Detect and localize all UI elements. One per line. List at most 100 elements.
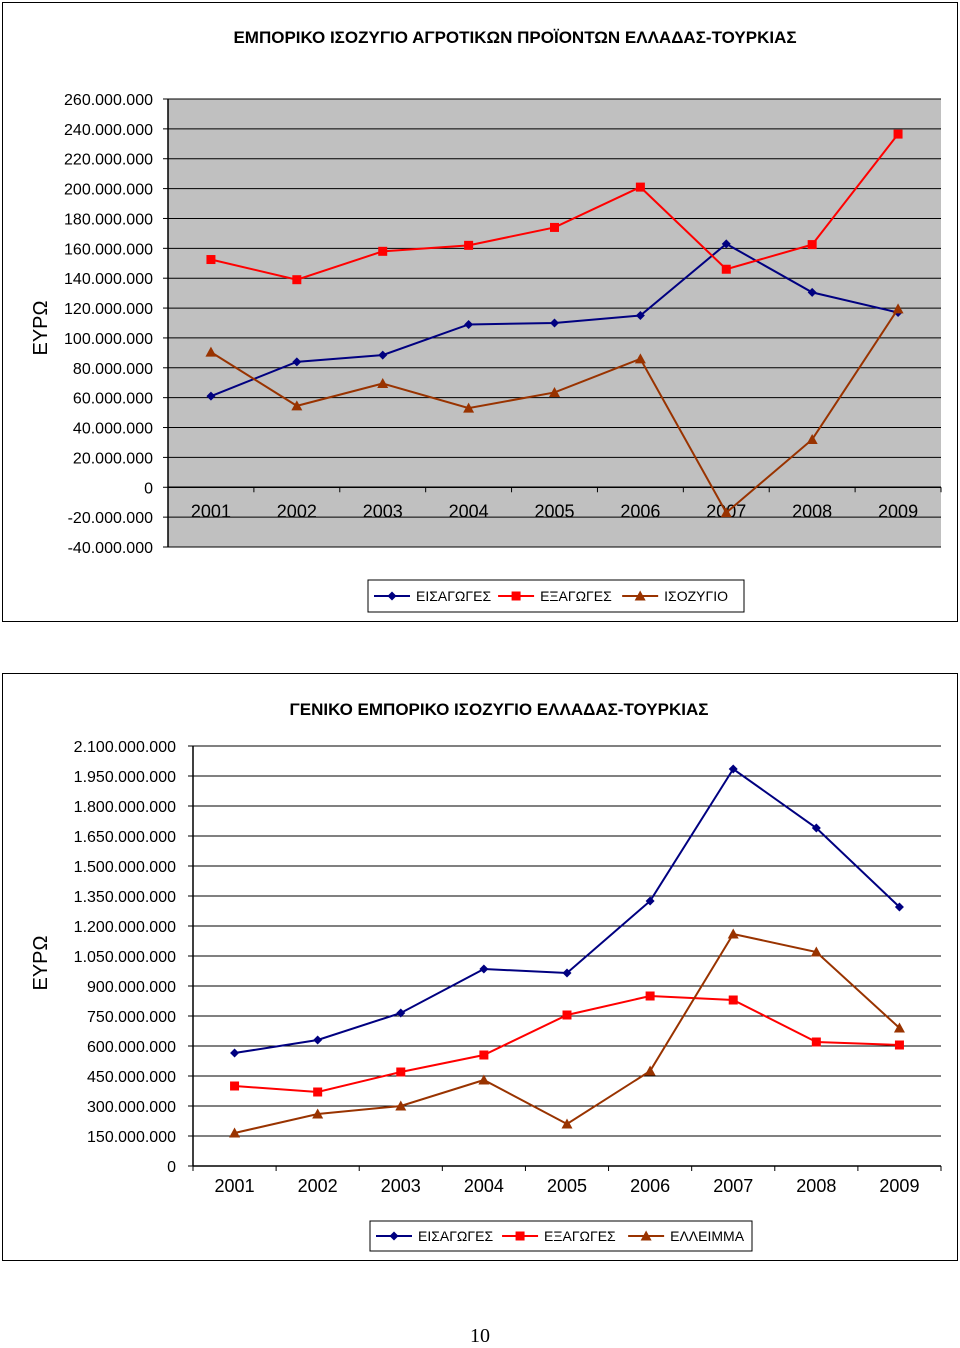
x-tick-label: 2005 <box>534 501 574 521</box>
y-tick-label: 1.950.000.000 <box>74 769 176 786</box>
chart-agricultural-trade-balance: ΕΜΠΟΡΙΚΟ ΙΣΟΖΥΓΙΟ ΑΓΡΟΤΙΚΩΝ ΠΡΟΪΟΝΤΩΝ ΕΛ… <box>2 2 958 622</box>
y-tick-label: 1.200.000.000 <box>74 919 176 936</box>
chart-agricultural-svg: ΕΜΠΟΡΙΚΟ ΙΣΟΖΥΓΙΟ ΑΓΡΟΤΙΚΩΝ ΠΡΟΪΟΝΤΩΝ ΕΛ… <box>30 28 942 613</box>
x-tick-label: 2001 <box>191 501 231 521</box>
data-point <box>807 287 817 297</box>
legend-marker <box>387 591 397 601</box>
y-tick-label: 2.100.000.000 <box>74 739 176 756</box>
data-point <box>550 222 559 232</box>
data-point <box>635 182 645 192</box>
chart-title: ΓΕΝΙΚΟ ΕΜΠΟΡΙΚΟ ΙΣΟΖΥΓΙΟ ΕΛΛΑΔΑΣ-ΤΟΥΡΚΙΑ… <box>290 700 709 719</box>
data-point <box>378 350 388 360</box>
data-point <box>205 346 217 357</box>
data-point <box>811 823 821 833</box>
y-axis-label: ΕΥΡΩ <box>30 935 52 990</box>
data-point <box>479 1050 489 1060</box>
y-tick-label: 140.000.000 <box>64 271 153 288</box>
data-point <box>396 1008 406 1018</box>
data-point <box>464 240 474 250</box>
data-point <box>463 402 475 413</box>
data-point <box>894 902 904 912</box>
legend-label: ΕΞΑΓΩΓΕΣ <box>540 588 612 604</box>
data-point <box>894 1040 904 1050</box>
y-tick-label: 60.000.000 <box>73 391 153 408</box>
y-tick-label: 0 <box>167 1159 176 1176</box>
y-tick-label: 180.000.000 <box>64 211 153 228</box>
x-tick-label: 2005 <box>547 1176 587 1196</box>
y-tick-label: 450.000.000 <box>87 1069 176 1086</box>
legend-label: ΕΙΣΑΓΩΓΕΣ <box>416 588 491 604</box>
data-point <box>634 353 646 364</box>
series-square <box>230 991 904 1097</box>
legend-label: ΕΙΣΑΓΩΓΕΣ <box>418 1228 493 1244</box>
data-point <box>396 1067 406 1077</box>
data-point <box>728 764 738 774</box>
legend-label: ΕΞΑΓΩΓΕΣ <box>544 1228 616 1244</box>
legend-marker <box>634 590 646 601</box>
data-point <box>291 400 303 411</box>
series-diamond <box>206 239 903 401</box>
y-tick-label: 900.000.000 <box>87 979 176 996</box>
y-axis-label: ΕΥΡΩ <box>30 300 52 355</box>
data-point <box>635 311 645 321</box>
data-point <box>313 1087 323 1097</box>
data-point <box>892 303 904 314</box>
legend-box <box>369 1220 753 1252</box>
chart-general-trade-balance: ΓΕΝΙΚΟ ΕΜΠΟΡΙΚΟ ΙΣΟΖΥΓΙΟ ΕΛΛΑΔΑΣ-ΤΟΥΡΚΙΑ… <box>2 673 958 1261</box>
y-tick-label: 40.000.000 <box>73 421 153 438</box>
legend-marker <box>640 1230 652 1241</box>
x-tick-label: 2002 <box>298 1176 338 1196</box>
data-point <box>811 1037 821 1047</box>
data-point <box>562 1010 572 1020</box>
data-point <box>550 318 559 328</box>
y-tick-label: 1.350.000.000 <box>74 889 176 906</box>
data-point <box>645 991 655 1001</box>
x-tick-label: 2007 <box>713 1176 753 1196</box>
y-tick-label: 1.500.000.000 <box>74 859 176 876</box>
x-tick-label: 2008 <box>792 501 832 521</box>
page-number: 10 <box>470 1325 490 1347</box>
legend-marker <box>511 591 521 601</box>
y-tick-label: 260.000.000 <box>64 92 153 109</box>
data-point <box>806 433 818 444</box>
data-point <box>721 239 731 249</box>
data-point <box>378 246 388 256</box>
chart-general-svg: ΓΕΝΙΚΟ ΕΜΠΟΡΙΚΟ ΙΣΟΖΥΓΙΟ ΕΛΛΑΔΑΣ-ΤΟΥΡΚΙΑ… <box>30 700 942 1252</box>
x-tick-label: 2003 <box>363 501 403 521</box>
data-point <box>377 377 389 388</box>
y-tick-label: 0 <box>144 480 153 497</box>
y-tick-label: 200.000.000 <box>64 182 153 199</box>
y-tick-label: 240.000.000 <box>64 122 153 139</box>
data-point <box>720 507 732 518</box>
y-tick-label: 160.000.000 <box>64 241 153 258</box>
y-tick-label: 1.050.000.000 <box>74 949 176 966</box>
y-tick-label: 120.000.000 <box>64 301 153 318</box>
data-point <box>728 995 738 1005</box>
legend-box <box>367 579 745 613</box>
y-tick-label: 300.000.000 <box>87 1099 176 1116</box>
y-tick-label: 100.000.000 <box>64 331 153 348</box>
y-tick-label: 220.000.000 <box>64 152 153 169</box>
series-triangle <box>205 303 904 518</box>
y-tick-label: 1.650.000.000 <box>74 829 176 846</box>
data-point <box>807 240 817 250</box>
data-point <box>479 964 489 974</box>
legend-marker <box>389 1231 399 1241</box>
data-point <box>312 1108 324 1119</box>
data-point <box>229 1127 241 1138</box>
data-point <box>292 275 302 285</box>
x-tick-label: 2004 <box>464 1176 504 1196</box>
y-tick-label: 80.000.000 <box>73 361 153 378</box>
data-point <box>562 968 572 978</box>
data-point <box>230 1081 240 1091</box>
legend-marker <box>515 1231 525 1241</box>
y-tick-label: 20.000.000 <box>73 450 153 467</box>
x-tick-label: 2001 <box>215 1176 255 1196</box>
data-point <box>478 1074 490 1085</box>
chart-title: ΕΜΠΟΡΙΚΟ ΙΣΟΖΥΓΙΟ ΑΓΡΟΤΙΚΩΝ ΠΡΟΪΟΝΤΩΝ ΕΛ… <box>233 28 796 47</box>
data-point <box>549 386 560 397</box>
data-point <box>395 1100 407 1111</box>
y-tick-label: -20.000.000 <box>68 510 154 527</box>
y-tick-label: 600.000.000 <box>87 1039 176 1056</box>
series-diamond <box>230 764 904 1058</box>
